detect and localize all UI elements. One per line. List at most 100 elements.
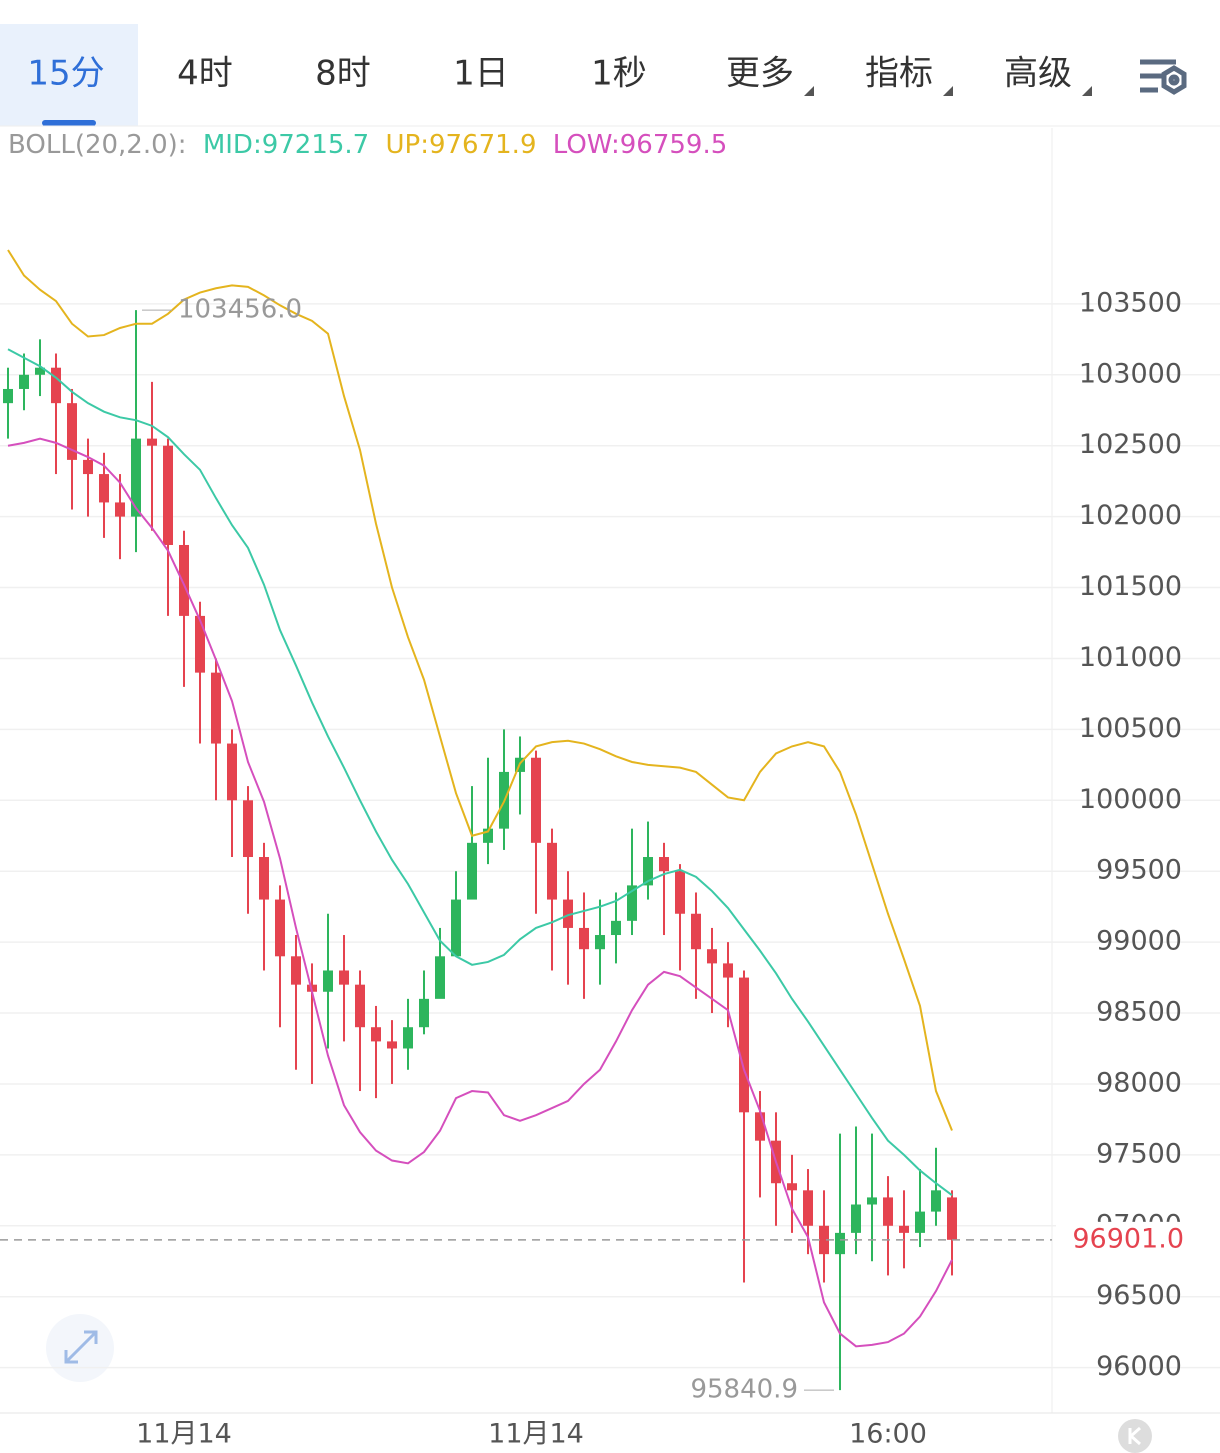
candle-body <box>755 1112 765 1141</box>
candle-body <box>835 1232 845 1255</box>
candle-body <box>371 1027 381 1042</box>
candle-body <box>915 1211 925 1233</box>
candle-body <box>179 544 189 616</box>
logo-k <box>1128 1426 1141 1446</box>
candle-body <box>579 927 589 950</box>
candle-body <box>723 963 733 978</box>
y-tick-label: 100500 <box>1079 713 1182 744</box>
y-tick-label: 101000 <box>1079 642 1182 673</box>
icon-dot <box>1168 74 1180 86</box>
candle-body <box>323 970 333 992</box>
candle-body <box>675 871 685 914</box>
x-tick-label: 11月14 <box>488 1419 584 1450</box>
indicator-mid: MID:97215.7 <box>203 130 369 160</box>
candle-body <box>691 913 701 950</box>
y-tick-label: 99500 <box>1096 855 1182 886</box>
candle-body <box>931 1190 941 1212</box>
tab[interactable]: 8时 <box>315 54 371 94</box>
candle-body <box>643 857 653 886</box>
candle-body <box>387 1041 397 1049</box>
low-label: 95840.9 <box>690 1375 798 1405</box>
candle-body <box>947 1197 957 1240</box>
tab[interactable]: 1日 <box>453 54 509 94</box>
candle-body <box>163 445 173 545</box>
candle-body <box>819 1225 829 1255</box>
candle-body <box>451 899 461 957</box>
last-price-box <box>1056 1221 1220 1258</box>
tab[interactable]: 更多 <box>726 54 794 94</box>
dropdown-caret <box>1082 86 1092 96</box>
last-price-label: 96901.0 <box>1072 1223 1184 1254</box>
x-tick-label: 11月14 <box>136 1419 232 1450</box>
candle-body <box>739 977 749 1113</box>
indicator-legend: BOLL(20,2.0): MID:97215.7 UP:97671.9 LOW… <box>8 130 727 160</box>
candle-body <box>659 857 669 872</box>
y-tick-label: 101500 <box>1079 571 1182 602</box>
candle-body <box>355 984 365 1028</box>
candle-body <box>611 920 621 936</box>
candle-body <box>467 842 477 900</box>
tab[interactable]: 15分 <box>27 54 104 94</box>
dropdown-caret <box>804 86 814 96</box>
candle-body <box>67 403 77 460</box>
y-tick-label: 99000 <box>1096 926 1182 957</box>
candle-body <box>275 899 285 957</box>
y-tick-label: 102500 <box>1079 429 1182 460</box>
candle-body <box>195 615 205 673</box>
candle-body <box>435 956 445 999</box>
band-line <box>7 348 953 1196</box>
k-logo <box>1118 1419 1152 1453</box>
candle-body <box>291 956 301 985</box>
candle-body <box>627 885 637 921</box>
tab-selected-bg <box>0 24 138 126</box>
tab-indicator <box>42 120 96 126</box>
candle-body <box>595 935 605 950</box>
x-tick-label: 16:00 <box>849 1419 927 1450</box>
candle-body <box>211 672 221 744</box>
y-tick-label: 98500 <box>1096 997 1182 1028</box>
candle-body <box>243 800 253 858</box>
y-tick-label: 102000 <box>1079 500 1182 531</box>
tab[interactable]: 指标 <box>865 54 933 94</box>
dropdown-caret <box>943 86 953 96</box>
indicator-up: UP:97671.9 <box>386 130 537 160</box>
settings-icon[interactable] <box>1140 59 1187 95</box>
y-tick-label: 103000 <box>1079 358 1182 389</box>
candle-body <box>115 502 125 517</box>
candle-body <box>35 367 45 375</box>
candle-body <box>851 1204 861 1233</box>
tab[interactable]: 4时 <box>177 54 233 94</box>
candle-body <box>547 842 557 900</box>
candle-body <box>531 757 541 843</box>
y-tick-label: 96000 <box>1096 1351 1182 1382</box>
candle-body <box>899 1225 909 1233</box>
y-tick-label: 96500 <box>1096 1280 1182 1311</box>
tab[interactable]: 高级 <box>1004 54 1072 94</box>
candle-body <box>3 388 13 404</box>
candle-body <box>83 459 93 475</box>
expand-button[interactable] <box>46 1314 114 1382</box>
candle-body <box>803 1190 813 1226</box>
candle-body <box>19 374 29 389</box>
candle-body <box>787 1183 797 1191</box>
y-tick-label: 100000 <box>1079 784 1182 815</box>
y-tick-label: 97500 <box>1096 1138 1182 1169</box>
tab[interactable]: 1秒 <box>591 54 647 94</box>
candle-body <box>563 899 573 928</box>
band-line <box>7 249 953 1131</box>
expand-icon <box>64 1330 98 1364</box>
high-label: 103456.0 <box>178 295 302 325</box>
indicator-name: BOLL(20,2.0): <box>8 130 187 160</box>
candle-body <box>339 970 349 985</box>
candle-body <box>259 857 269 900</box>
y-tick-label: 103500 <box>1079 287 1182 318</box>
candle-body <box>883 1197 893 1226</box>
candle-body <box>867 1197 877 1205</box>
candle-body <box>419 998 429 1028</box>
candle-body <box>99 474 109 503</box>
indicator-low: LOW:96759.5 <box>553 130 727 160</box>
candle-body <box>51 367 61 404</box>
icon-hex <box>1161 65 1187 95</box>
